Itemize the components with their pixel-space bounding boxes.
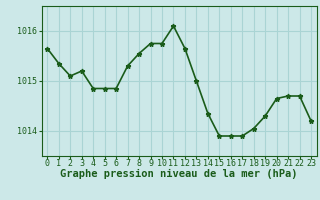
X-axis label: Graphe pression niveau de la mer (hPa): Graphe pression niveau de la mer (hPa) bbox=[60, 169, 298, 179]
